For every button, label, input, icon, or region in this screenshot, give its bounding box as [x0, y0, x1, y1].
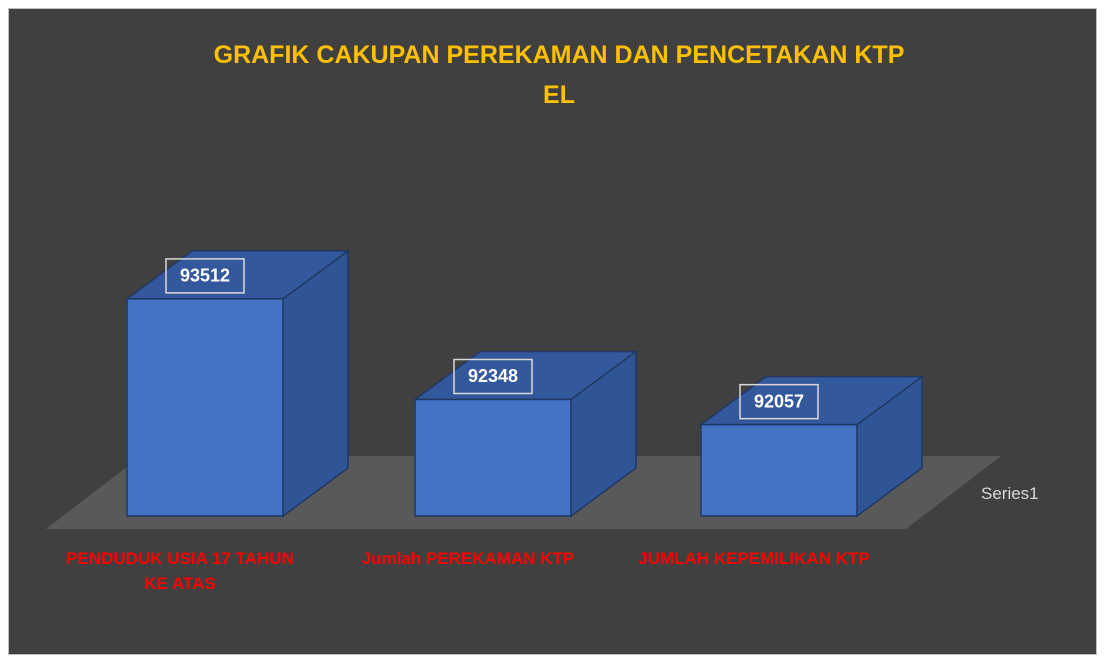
bar — [126, 298, 284, 517]
bar — [700, 423, 858, 517]
value-label: 93512 — [180, 266, 230, 286]
x-tick-label: JUMLAH KEPEMILIKAN KTP — [638, 549, 870, 568]
value-label-box — [739, 383, 819, 420]
chart: 93512 92348 92057 GRAFIK CAKUPAN PEREKAMAN… — [8, 8, 1097, 655]
x-tick-label: PENDUDUK USIA 17 TAHUN KE ATAS — [66, 549, 294, 593]
legend-entry: Series1 — [981, 484, 1039, 503]
x-tick-label: Jumlah PEREKAMAN KTP — [361, 549, 575, 568]
value-label-box — [453, 358, 533, 395]
chart-title: GRAFIK CAKUPAN PEREKAMAN DAN PENCETAKAN … — [213, 41, 905, 109]
value-label: 92057 — [754, 391, 804, 411]
value-label-box — [165, 258, 245, 294]
value-label: 92348 — [468, 366, 518, 386]
plot-area: 93512 92348 92057 — [46, 249, 1001, 529]
bar — [414, 398, 572, 517]
